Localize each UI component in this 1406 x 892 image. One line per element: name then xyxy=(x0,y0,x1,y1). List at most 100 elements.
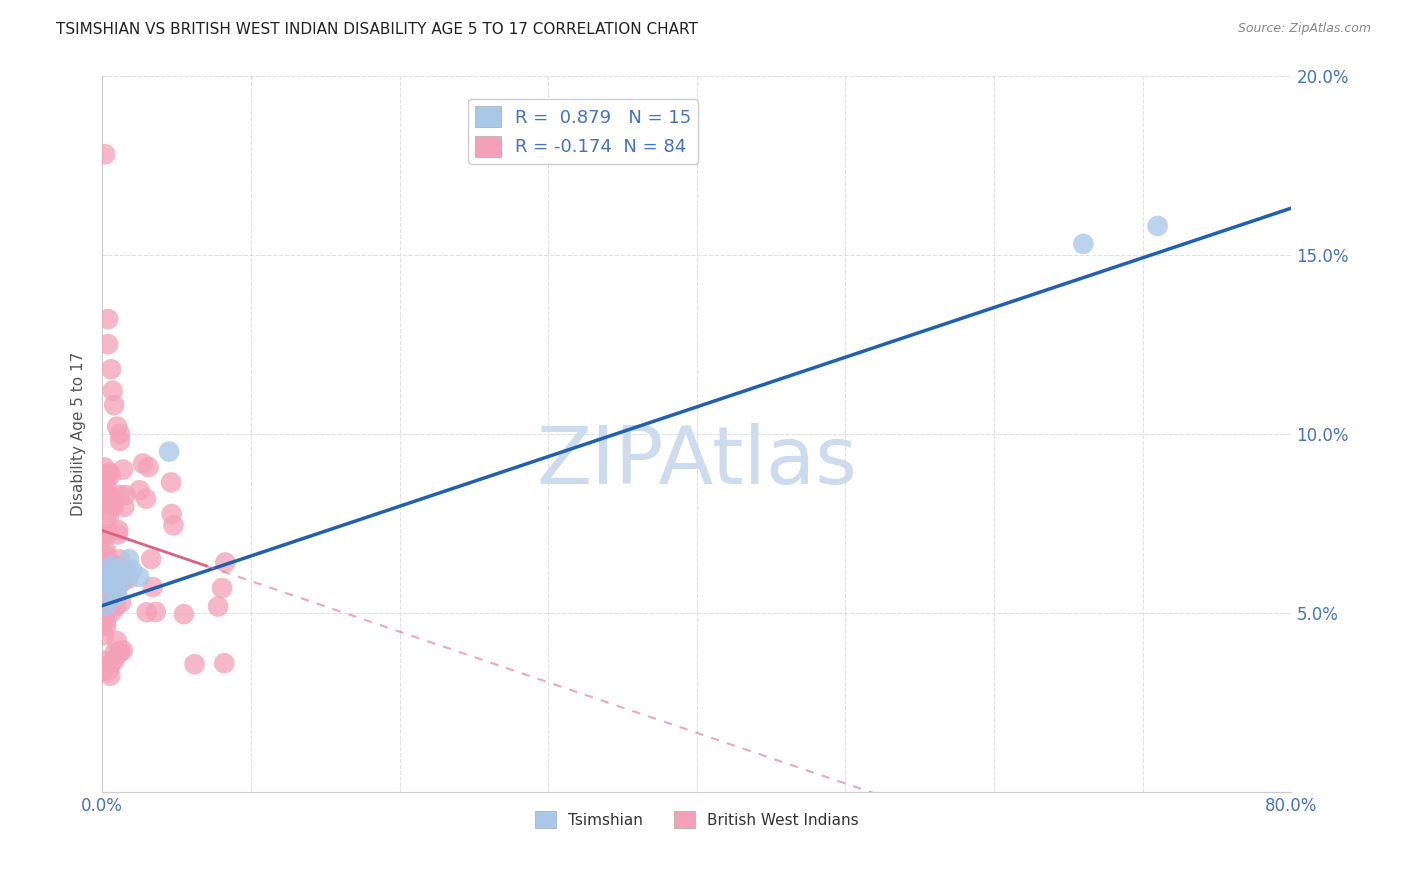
Point xyxy=(100,489,122,503)
Point xyxy=(97,600,120,615)
Point xyxy=(101,496,124,510)
Text: TSIMSHIAN VS BRITISH WEST INDIAN DISABILITY AGE 5 TO 17 CORRELATION CHART: TSIMSHIAN VS BRITISH WEST INDIAN DISABIL… xyxy=(56,22,699,37)
Point xyxy=(94,485,117,500)
Point xyxy=(93,474,115,488)
Point xyxy=(108,488,131,502)
Point xyxy=(103,398,125,412)
Point xyxy=(97,526,120,541)
Point xyxy=(94,543,117,558)
Point xyxy=(1073,236,1095,251)
Point xyxy=(111,643,134,657)
Point xyxy=(96,599,118,613)
Point xyxy=(104,645,127,659)
Point xyxy=(108,646,131,660)
Point xyxy=(101,384,124,398)
Point xyxy=(94,574,117,588)
Point xyxy=(103,563,125,577)
Point xyxy=(97,312,120,326)
Point xyxy=(101,581,124,595)
Point xyxy=(111,462,134,476)
Point xyxy=(160,507,183,521)
Point xyxy=(142,580,165,594)
Legend: Tsimshian, British West Indians: Tsimshian, British West Indians xyxy=(529,805,865,835)
Point xyxy=(104,599,127,614)
Point xyxy=(114,488,136,502)
Point xyxy=(114,570,136,584)
Point xyxy=(97,337,120,351)
Point xyxy=(104,653,127,667)
Text: Source: ZipAtlas.com: Source: ZipAtlas.com xyxy=(1237,22,1371,36)
Point xyxy=(107,523,129,537)
Point xyxy=(94,147,117,161)
Point xyxy=(97,496,120,510)
Point xyxy=(105,588,128,602)
Point xyxy=(91,618,114,632)
Point xyxy=(105,419,128,434)
Point xyxy=(94,475,117,490)
Point xyxy=(207,599,229,614)
Point xyxy=(214,556,236,570)
Point xyxy=(214,657,236,671)
Point xyxy=(128,483,150,498)
Point xyxy=(107,527,129,541)
Point xyxy=(112,500,135,514)
Point xyxy=(94,530,117,544)
Point xyxy=(103,576,125,591)
Point xyxy=(97,599,120,613)
Point xyxy=(100,559,122,574)
Point xyxy=(211,581,233,595)
Point xyxy=(91,665,114,679)
Y-axis label: Disability Age 5 to 17: Disability Age 5 to 17 xyxy=(72,351,86,516)
Point xyxy=(128,570,150,584)
Point xyxy=(121,563,143,577)
Point xyxy=(97,506,120,520)
Point xyxy=(117,572,139,586)
Point xyxy=(98,590,121,604)
Point xyxy=(98,578,121,592)
Point xyxy=(100,468,122,483)
Point xyxy=(108,434,131,448)
Point xyxy=(94,549,117,563)
Point xyxy=(135,491,157,506)
Point xyxy=(96,556,118,570)
Point xyxy=(110,596,132,610)
Point xyxy=(98,669,121,683)
Point xyxy=(157,444,180,458)
Point xyxy=(100,362,122,376)
Point xyxy=(118,552,141,566)
Point xyxy=(138,460,160,475)
Point xyxy=(94,614,117,628)
Point xyxy=(139,552,162,566)
Point xyxy=(1146,219,1168,233)
Point xyxy=(145,605,167,619)
Point xyxy=(93,526,115,541)
Text: ZIPAtlas: ZIPAtlas xyxy=(536,424,858,501)
Point xyxy=(103,499,125,513)
Point xyxy=(110,644,132,658)
Point xyxy=(108,558,131,573)
Point xyxy=(160,475,183,490)
Point xyxy=(100,656,122,670)
Point xyxy=(108,426,131,441)
Point xyxy=(105,634,128,648)
Point xyxy=(108,552,131,566)
Point xyxy=(97,509,120,524)
Point xyxy=(114,564,136,578)
Point xyxy=(101,605,124,619)
Point xyxy=(93,654,115,668)
Point xyxy=(97,663,120,677)
Point xyxy=(93,460,115,475)
Point xyxy=(173,607,195,622)
Point xyxy=(96,476,118,491)
Point xyxy=(93,628,115,642)
Point xyxy=(93,469,115,483)
Point xyxy=(112,574,135,588)
Point xyxy=(108,577,131,591)
Point xyxy=(162,518,184,533)
Point xyxy=(98,555,121,569)
Point xyxy=(94,577,117,591)
Point xyxy=(132,457,155,471)
Point xyxy=(96,619,118,633)
Point xyxy=(97,597,120,611)
Point xyxy=(135,605,157,619)
